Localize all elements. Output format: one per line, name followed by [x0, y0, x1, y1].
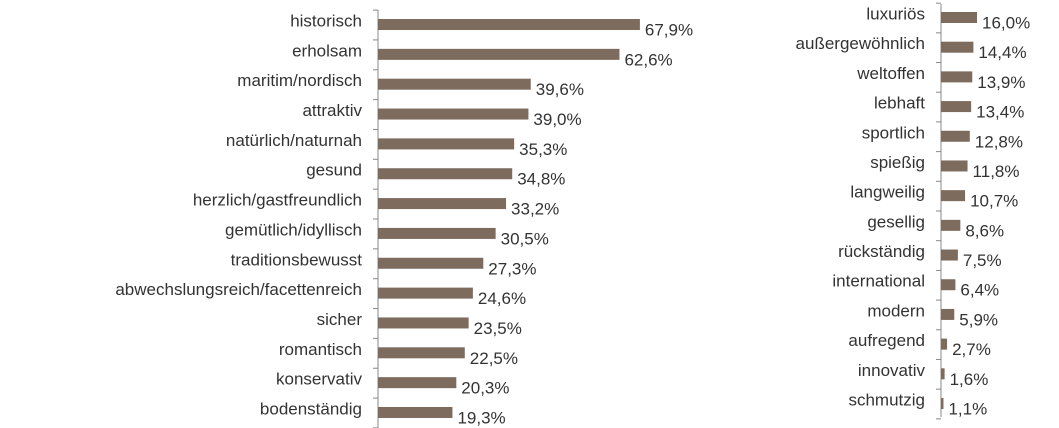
category-label: herzlich/gastfreundlich [193, 191, 362, 210]
category-label: erholsam [292, 41, 362, 60]
category-label: rückständig [838, 242, 925, 261]
category-label: abwechslungsreich/facettenreich [115, 280, 362, 299]
category-label: weltoffen [856, 64, 925, 83]
value-label: 5,9% [959, 310, 998, 329]
category-label: attraktiv [302, 101, 362, 120]
bar [941, 160, 968, 172]
bar [378, 19, 640, 30]
category-label: gemütlich/idyllisch [225, 220, 362, 239]
value-label: 14,4% [978, 43, 1026, 62]
bar [378, 347, 465, 359]
category-label: bodenständig [260, 399, 362, 418]
value-label: 62,6% [624, 50, 672, 69]
value-label: 1,1% [948, 399, 987, 418]
value-label: 39,0% [533, 110, 581, 129]
category-label: maritim/nordisch [237, 71, 362, 90]
category-label: romantisch [279, 340, 362, 359]
value-label: 27,3% [488, 259, 536, 278]
category-label: modern [867, 301, 925, 320]
value-label: 22,5% [470, 349, 518, 368]
category-label: konservativ [276, 370, 362, 389]
value-label: 16,0% [982, 13, 1030, 32]
category-label: luxuriös [866, 4, 925, 23]
value-label: 34,8% [517, 170, 565, 189]
category-label: international [832, 272, 925, 291]
value-label: 30,5% [501, 229, 549, 248]
value-label: 11,8% [973, 162, 1020, 181]
bar [941, 130, 970, 142]
category-label: historisch [290, 11, 362, 30]
bar [378, 257, 484, 269]
bar [378, 138, 515, 150]
value-label: 35,3% [519, 140, 567, 159]
value-label: 2,7% [952, 340, 991, 359]
bar [941, 41, 974, 53]
bar [941, 249, 958, 261]
value-label: 24,6% [478, 289, 526, 308]
bar [378, 377, 457, 389]
value-label: 7,5% [963, 251, 1002, 270]
value-label: 13,4% [976, 103, 1024, 122]
bar [378, 227, 496, 239]
bar [378, 48, 620, 60]
bar [378, 198, 507, 210]
bar [941, 308, 955, 320]
bar [378, 168, 513, 180]
category-label: gesund [306, 161, 362, 180]
value-label: 10,7% [970, 192, 1018, 211]
bar [941, 219, 961, 231]
category-label: langweilig [850, 183, 925, 202]
bar [941, 368, 945, 380]
bar [941, 398, 944, 409]
value-label: 13,9% [977, 73, 1025, 92]
category-label: natürlich/naturnah [226, 131, 362, 150]
value-label: 67,9% [645, 20, 693, 39]
bar [378, 78, 531, 90]
value-label: 23,5% [474, 319, 522, 338]
value-label: 19,3% [457, 408, 505, 427]
bar [941, 12, 977, 23]
value-label: 6,4% [960, 281, 999, 300]
value-label: 39,6% [536, 80, 584, 99]
bar [941, 101, 972, 113]
bar [941, 190, 966, 202]
category-label: aufregend [848, 331, 925, 350]
category-label: traditionsbewusst [231, 250, 363, 269]
value-label: 1,6% [950, 370, 989, 389]
value-label: 12,8% [975, 132, 1023, 151]
bar [941, 279, 956, 291]
category-label: sicher [317, 310, 363, 329]
value-label: 8,6% [965, 221, 1004, 240]
bar [378, 108, 529, 120]
category-label: schmutzig [848, 390, 925, 409]
category-label: innovativ [858, 361, 926, 380]
category-label: gesellig [867, 212, 925, 231]
bar [378, 287, 473, 299]
category-label: spießig [870, 153, 925, 172]
bar [378, 317, 469, 329]
value-label: 33,2% [511, 200, 559, 219]
value-label: 20,3% [461, 379, 509, 398]
bar [941, 338, 948, 350]
bar [941, 71, 973, 83]
category-label: außergewöhnlich [796, 34, 925, 53]
category-label: sportlich [862, 123, 925, 142]
category-label: lebhaft [874, 94, 925, 113]
bar [378, 407, 453, 418]
